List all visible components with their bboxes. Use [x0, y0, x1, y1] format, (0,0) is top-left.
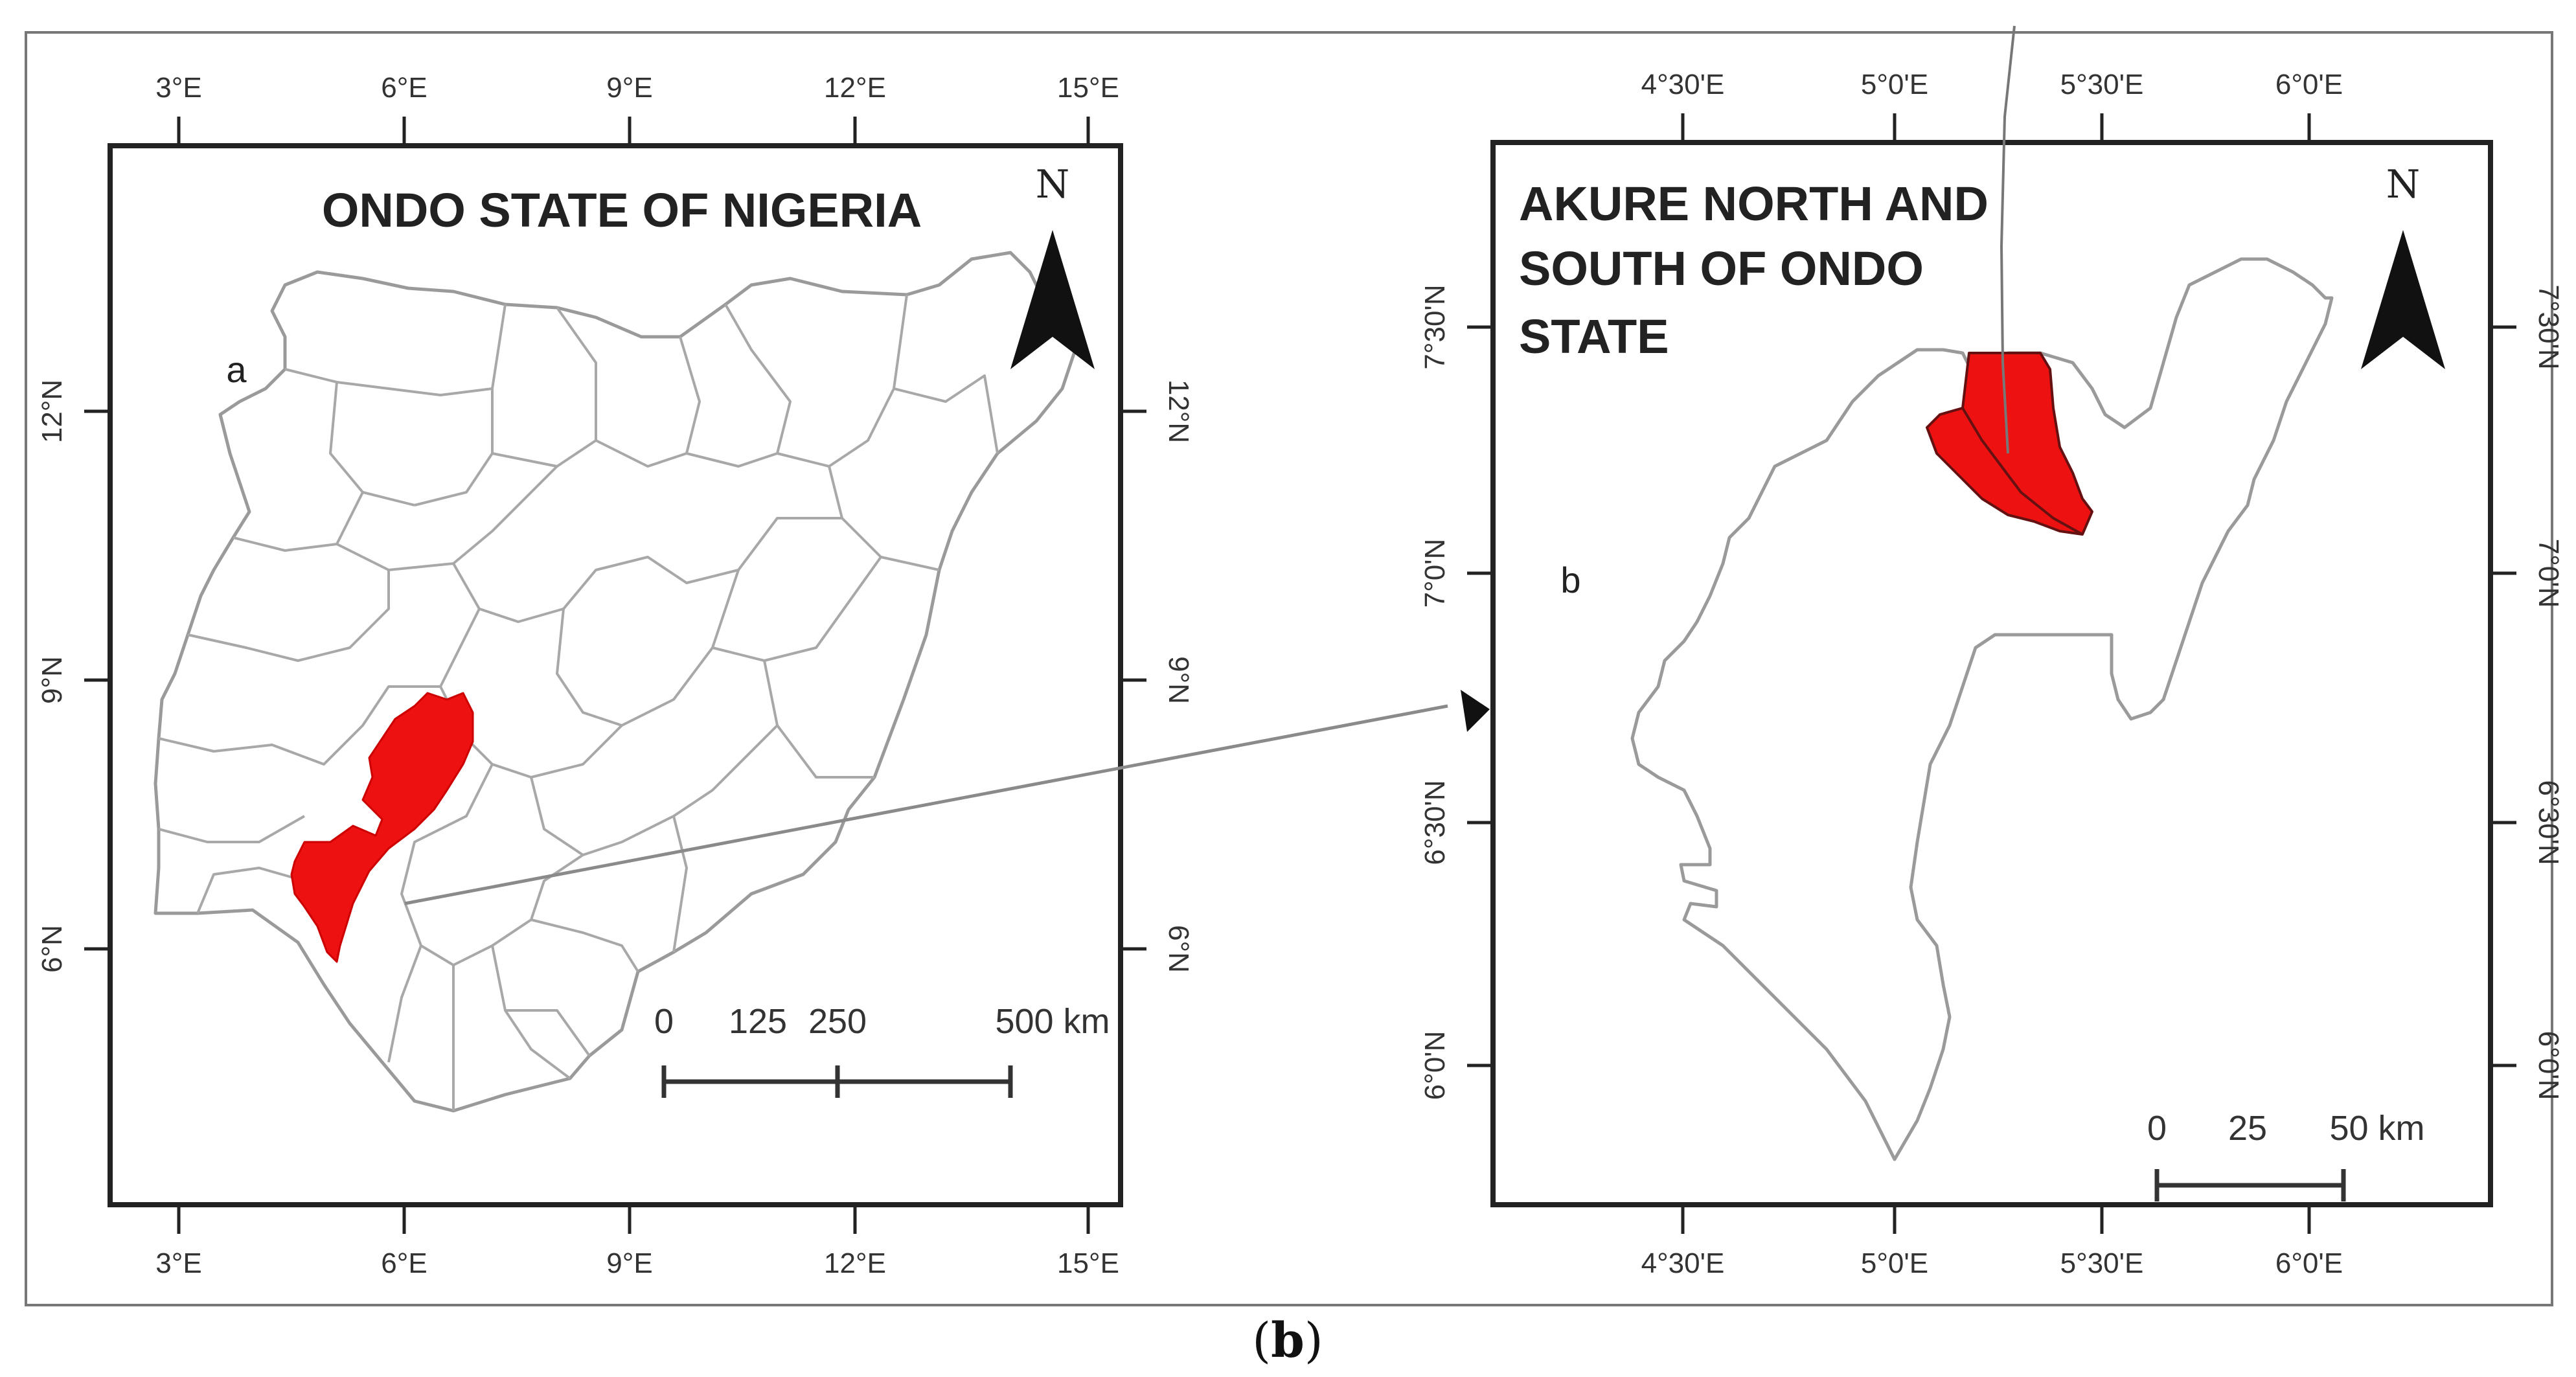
top-tick-label: 5°0'E [1861, 69, 1928, 100]
scale-label: 25 [2228, 1109, 2267, 1148]
top-tick-label: 9°E [606, 72, 652, 104]
caption-letter: b [1271, 1313, 1305, 1369]
scale-label: 125 [729, 1002, 787, 1041]
arrowhead-icon [1461, 690, 1490, 732]
scale-label: 0 [2147, 1109, 2167, 1148]
left-tick-label: 12°N [36, 380, 68, 443]
top-tick-label: 3°E [155, 72, 201, 104]
right-tick-label: 12°N [1163, 380, 1194, 443]
top-tick-label: 6°E [381, 72, 427, 104]
figure-caption: (b) [1252, 1313, 1323, 1369]
north-arrow-icon [2361, 230, 2445, 369]
north-label: N [2386, 162, 2421, 207]
map-title-line-1: AKURE NORTH AND [1519, 177, 1989, 231]
top-tick-marks [177, 117, 1090, 146]
left-tick-label: 7°30'N [1419, 284, 1451, 369]
scale-label: 500 km [995, 1002, 1110, 1041]
bottom-tick-label: 6°0'E [2275, 1247, 2343, 1279]
bottom-tick-marks [1681, 1205, 2311, 1234]
inset-connector-arrow [404, 690, 1490, 905]
side-tick-marks [84, 409, 1146, 951]
panel-label-a: a [226, 349, 247, 390]
top-tick-label: 12°E [824, 72, 886, 104]
akure-north-south-highlight [1926, 352, 2093, 536]
right-tick-label: 7°30'N [2533, 284, 2564, 369]
map-akure: 4°30'E 5°0'E 5°30'E 6°0'E 4°30'E 5°0'E 5… [1419, 25, 2564, 1279]
top-tick-label: 6°0'E [2275, 69, 2343, 100]
bottom-tick-label: 5°0'E [1861, 1247, 1928, 1279]
map-nigeria: 3°E 6°E 9°E 12°E 15°E 3°E 6°E 9°E 12°E 1… [36, 72, 1194, 1279]
left-tick-label: 6°N [36, 925, 68, 973]
ondo-state-highlight [290, 692, 474, 963]
left-tick-label: 6°0'N [1419, 1031, 1451, 1100]
north-arrow-icon [1010, 230, 1095, 369]
caption-close-paren: ) [1305, 1313, 1323, 1369]
nigeria-outline [154, 251, 1077, 1113]
scale-label: 250 [808, 1002, 867, 1041]
map-akure-frame [1490, 140, 2493, 1207]
state-boundaries [158, 294, 999, 1111]
left-tick-label: 7°0'N [1419, 539, 1451, 608]
bottom-tick-label: 5°30'E [2060, 1247, 2144, 1279]
left-tick-label: 9°N [36, 656, 68, 704]
right-tick-label: 7°0'N [2533, 539, 2564, 608]
map-title-line-3: STATE [1519, 310, 1669, 363]
scale-label: 0 [654, 1002, 674, 1041]
north-label: N [1036, 162, 1070, 207]
bottom-tick-label: 12°E [824, 1247, 886, 1279]
akure-lga-boundary [1961, 407, 2083, 536]
scale-bar [2154, 1169, 2346, 1201]
top-tick-marks [1681, 113, 2311, 142]
caption-open-paren: ( [1252, 1313, 1271, 1369]
scale-label: 50 km [2329, 1109, 2424, 1148]
figure-frame [25, 31, 2553, 1306]
right-tick-label: 9°N [1163, 656, 1194, 704]
left-tick-label: 6°30'N [1419, 780, 1451, 865]
top-tick-label: 5°30'E [2060, 69, 2144, 100]
bottom-tick-label: 9°E [606, 1247, 652, 1279]
map-title-line-2: SOUTH OF ONDO [1519, 242, 1924, 295]
right-tick-label: 6°30'N [2533, 780, 2564, 865]
top-tick-label: 4°30'E [1641, 69, 1725, 100]
right-tick-label: 6°N [1163, 925, 1194, 973]
bottom-tick-label: 15°E [1057, 1247, 1119, 1279]
bottom-tick-marks [177, 1205, 1090, 1234]
bottom-tick-label: 6°E [381, 1247, 427, 1279]
side-tick-marks [1467, 325, 2516, 1067]
scale-bar [661, 1065, 1013, 1098]
panel-label-b: b [1560, 560, 1580, 600]
map-title: ONDO STATE OF NIGERIA [322, 183, 922, 237]
ondo-state-outline [1630, 257, 2334, 1161]
akure-reference-line [2000, 25, 2016, 454]
bottom-tick-label: 3°E [155, 1247, 201, 1279]
top-tick-label: 15°E [1057, 72, 1119, 104]
bottom-tick-label: 4°30'E [1641, 1247, 1725, 1279]
map-nigeria-frame [108, 143, 1123, 1207]
right-tick-label: 6°0'N [2533, 1031, 2564, 1100]
